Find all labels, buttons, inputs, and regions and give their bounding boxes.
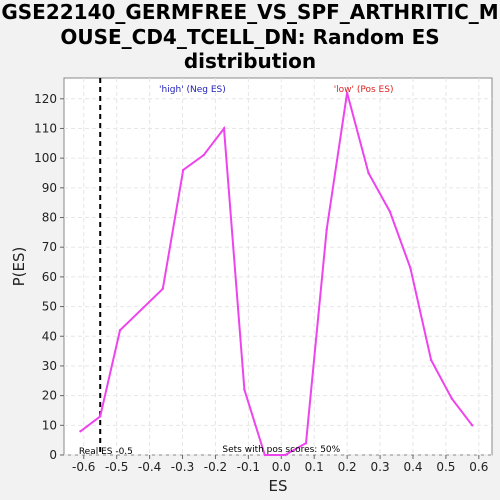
- x-tick-label: -0.6: [72, 460, 95, 474]
- data-point: [181, 168, 185, 172]
- data-point: [161, 287, 164, 290]
- x-tick-label: 0.2: [338, 460, 357, 474]
- data-point: [325, 228, 328, 231]
- real-es-label: Real ES -0.5: [79, 447, 133, 457]
- x-tick-label: -0.4: [138, 460, 161, 474]
- y-axis-label: P(ES): [10, 247, 28, 287]
- axis-ticks: [60, 98, 480, 459]
- data-point: [243, 388, 246, 391]
- x-tick-label: -0.1: [237, 460, 260, 474]
- data-point: [429, 358, 433, 362]
- data-point: [99, 415, 102, 418]
- y-tick-label: 40: [42, 329, 57, 343]
- y-tick-label: 110: [34, 121, 57, 135]
- series-points: [79, 91, 474, 457]
- grid-lines: [64, 78, 492, 456]
- title-line-1: GSE22140_GERMFREE_VS_SPF_ARTHRITIC_M: [1, 0, 498, 24]
- x-tick-label: 0.1: [305, 460, 324, 474]
- y-tick-label: 50: [42, 300, 57, 314]
- y-tick-label: 60: [42, 270, 57, 284]
- high-neg-es-annotation: 'high' (Neg ES): [159, 85, 226, 95]
- y-tick-labels: 0 10 20 30 40 50 60 70 80 90 100 110 120: [34, 92, 57, 462]
- y-tick-label: 0: [49, 448, 57, 462]
- data-point: [388, 210, 392, 213]
- data-point: [450, 397, 454, 400]
- data-point: [222, 127, 226, 130]
- x-tick-labels: -0.6 -0.5 -0.4 -0.3 -0.2 -0.1 0.0 0.1 0.2 0.3 0.4 0…: [72, 460, 488, 474]
- x-axis-label: ES: [269, 477, 288, 495]
- y-tick-label: 80: [42, 211, 57, 225]
- data-point: [345, 91, 349, 95]
- data-point: [471, 424, 474, 427]
- x-tick-label: -0.2: [204, 460, 227, 474]
- data-point: [79, 430, 82, 433]
- y-tick-label: 120: [34, 92, 57, 106]
- title-line-2: OUSE_CD4_TCELL_DN: Random ES: [60, 25, 439, 49]
- x-tick-label: 0.3: [371, 460, 390, 474]
- y-tick-label: 10: [42, 418, 57, 432]
- data-point: [202, 153, 205, 157]
- x-tick-label: 0.4: [403, 460, 422, 474]
- y-tick-label: 100: [34, 151, 57, 165]
- x-tick-label: -0.5: [105, 460, 128, 474]
- low-pos-es-annotation: 'low' (Pos ES): [334, 85, 394, 95]
- y-tick-label: 90: [42, 181, 57, 195]
- data-point: [367, 171, 370, 175]
- chart-title: GSE22140_GERMFREE_VS_SPF_ARTHRITIC_M OUS…: [1, 0, 498, 73]
- y-tick-label: 30: [42, 359, 57, 373]
- y-tick-label: 70: [42, 240, 57, 254]
- y-tick-label: 20: [42, 389, 57, 403]
- title-line-3: distribution: [184, 49, 316, 73]
- x-tick-label: 0.0: [272, 460, 291, 474]
- data-point: [263, 453, 267, 457]
- pos-scores-annotation: Sets with pos scores: 50%: [222, 445, 340, 455]
- data-point: [118, 329, 122, 332]
- data-point: [284, 453, 287, 457]
- data-point: [409, 266, 412, 270]
- x-tick-label: 0.5: [436, 460, 455, 474]
- plot-area: [63, 77, 493, 456]
- x-tick-label: -0.3: [171, 460, 194, 474]
- data-point: [304, 441, 308, 445]
- x-tick-label: 0.6: [469, 460, 488, 474]
